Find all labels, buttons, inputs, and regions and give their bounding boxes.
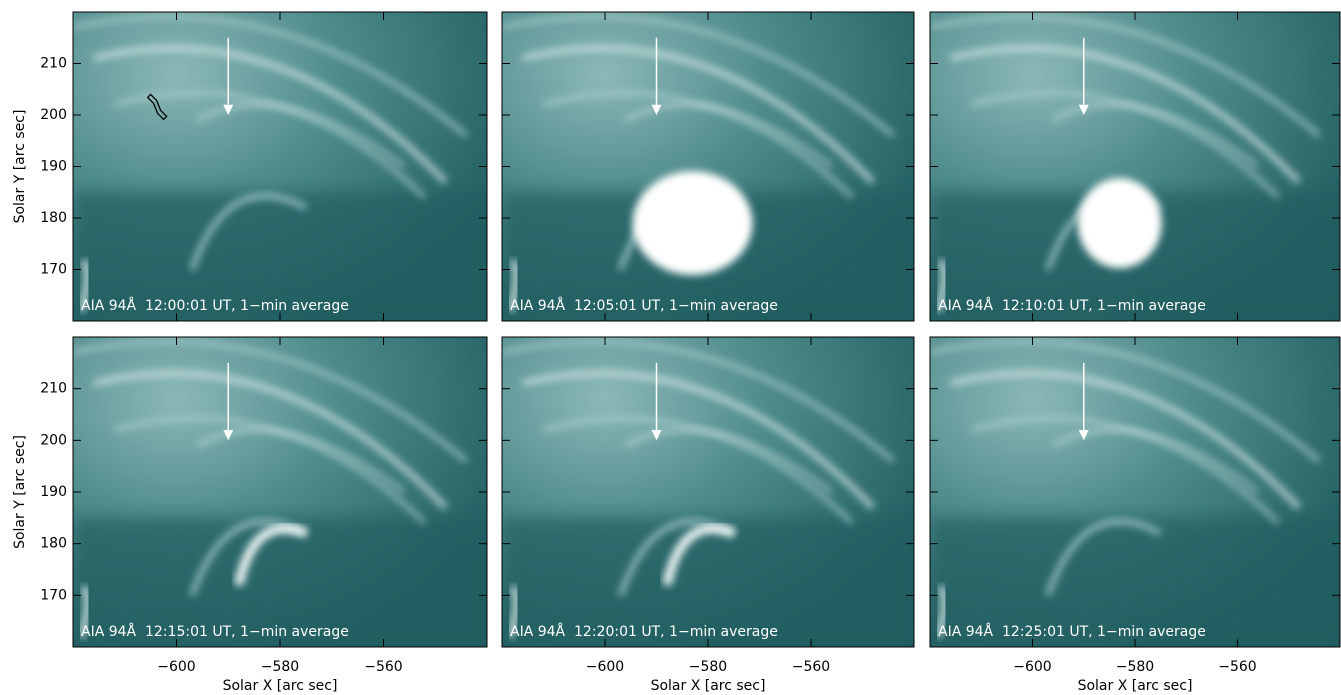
y-tick-label: 170 [40,587,67,603]
x-tick-label: −560 [1218,659,1256,675]
coronal-loop [949,370,1302,510]
left-structure [934,584,948,639]
y-tick-label: 190 [40,484,67,500]
y-tick-label: 210 [40,381,67,397]
panel-label: AIA 94Å 12:05:01 UT, 1−min average [510,297,778,314]
coronal-loop [930,14,1322,138]
panel-label: AIA 94Å 12:10:01 UT, 1−min average [938,297,1206,314]
dark-region [73,517,487,647]
panel: AIA 94Å 12:10:01 UT, 1−min average [929,11,1341,322]
arrow-head [651,104,662,115]
x-tick-label: −580 [1116,659,1154,675]
dark-region [930,517,1340,647]
panel-label: AIA 94Å 12:00:01 UT, 1−min average [81,297,349,314]
x-tick-label: −580 [689,659,727,675]
coronal-loop [1052,103,1259,168]
left-structure [77,258,91,313]
flare-loop [662,524,736,586]
coronal-loop [930,339,1322,463]
arrow-head [651,430,662,441]
panel: AIA 94Å 12:00:01 UT, 1−min average 170 180… [12,11,488,322]
panel: AIA 94Å 12:25:01 UT, 1−min average −600 −5… [929,336,1341,694]
arrow-head [223,430,234,441]
solar-image [502,337,914,647]
dark-region [73,192,487,321]
panel: AIA 94Å 12:20:01 UT, 1−min average −600 −5… [501,336,915,694]
y-tick-label: 210 [40,56,67,72]
coronal-loop [624,428,833,494]
solar-image [502,12,914,321]
dark-region [502,517,914,647]
coronal-loop [196,103,406,168]
panel-label: AIA 94Å 12:20:01 UT, 1−min average [510,623,778,640]
coronal-loop [92,370,448,510]
lower-loop [189,193,308,271]
y-axis-label: Solar Y [arc sec] [12,110,28,224]
panel: AIA 94Å 12:15:01 UT, 1−min average −600 −5… [12,336,488,694]
coronal-loop [502,339,896,463]
left-structure [506,584,520,639]
arrow-head [1078,430,1089,441]
y-tick-label: 180 [40,536,67,552]
coronal-loop [502,14,895,138]
panel-label: AIA 94Å 12:15:01 UT, 1−min average [81,623,349,640]
coronal-loop [92,45,448,185]
y-tick-label: 170 [40,262,67,278]
coronal-loop [949,45,1302,185]
y-tick-label: 200 [40,107,67,123]
flare-blob [632,171,753,276]
y-tick-label: 180 [40,210,67,226]
coronal-loop [196,428,406,494]
x-axis-label: Solar X [arc sec] [223,678,338,694]
lower-loop [1045,519,1162,597]
panel: AIA 94Å 12:05:01 UT, 1−min average [501,11,915,322]
coronal-loop [521,370,875,510]
arrow-head [223,104,234,115]
arrow-head [1078,104,1089,115]
panel-label: AIA 94Å 12:25:01 UT, 1−min average [938,623,1206,640]
solar-image [73,12,487,321]
left-structure [77,584,91,639]
x-tick-label: −600 [1013,659,1051,675]
coronal-loop [73,339,468,463]
x-tick-label: −560 [792,659,830,675]
x-tick-label: −600 [586,659,624,675]
x-tick-label: −580 [261,659,299,675]
left-structure [506,258,520,313]
flare-loop [234,524,308,586]
y-tick-label: 200 [40,432,67,448]
contour [146,93,168,121]
solar-image [930,12,1340,321]
y-tick-label: 190 [40,159,67,175]
left-structure [934,258,948,313]
coronal-loop [624,103,833,168]
coronal-loop [521,45,875,185]
coronal-loop [1052,428,1259,494]
solar-image [73,337,487,647]
x-axis-label: Solar X [arc sec] [651,678,766,694]
x-tick-label: −600 [157,659,195,675]
coronal-loop [73,14,468,138]
flare-blob [1077,178,1162,269]
y-axis-label: Solar Y [arc sec] [12,435,28,549]
x-tick-label: −560 [364,659,402,675]
x-axis-label: Solar X [arc sec] [1078,678,1193,694]
solar-image [930,337,1340,647]
